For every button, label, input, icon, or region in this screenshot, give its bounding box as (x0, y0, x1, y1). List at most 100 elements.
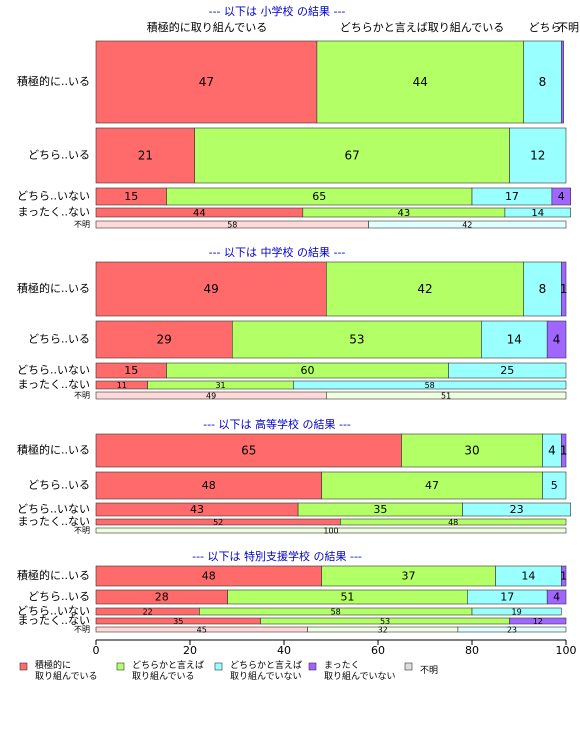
column-header: 積極的に取り組んでいる (147, 20, 267, 34)
legend-label-line: どちらかと言えば (230, 659, 302, 671)
data-label: 8 (539, 75, 547, 89)
bar-segment (194, 127, 510, 184)
data-label: 30 (464, 444, 479, 458)
row-label: どちら..いる (28, 479, 90, 492)
legend-label-line: 取り組んでいる (132, 670, 195, 682)
legend-label-line: 不明 (420, 665, 438, 676)
data-label: 12 (530, 149, 545, 163)
data-label: 48 (448, 518, 458, 527)
panel-title: --- 以下は 特別支援学校 の結果 --- (192, 549, 362, 563)
data-label: 5 (551, 479, 558, 492)
legend-label-line: 取り組んでいない (324, 670, 396, 682)
data-label: 22 (143, 608, 153, 617)
data-label: 47 (199, 75, 214, 89)
data-label: 14 (531, 208, 544, 219)
row-label: 不明 (74, 220, 90, 229)
legend-swatch (214, 662, 223, 671)
data-label: 45 (197, 626, 207, 635)
data-label: 28 (155, 591, 169, 604)
data-label: 32 (378, 626, 388, 635)
bar-segment (325, 391, 567, 400)
data-label: 43 (397, 208, 410, 219)
data-label: 11 (117, 381, 127, 390)
data-label: 53 (380, 617, 390, 626)
data-label: 1 (560, 282, 568, 296)
bar-segment (95, 527, 567, 534)
data-label: 23 (507, 626, 517, 635)
bar-segment (462, 502, 572, 517)
row-label: 積極的に..いる (17, 568, 90, 582)
data-label: 4 (553, 591, 560, 604)
data-label: 21 (138, 149, 153, 163)
x-tick-label: 20 (183, 644, 197, 657)
data-label: 100 (323, 527, 338, 536)
data-label: 60 (301, 364, 315, 377)
bar-segment (293, 380, 567, 390)
data-label: 15 (124, 190, 138, 203)
bar-segment (325, 261, 524, 317)
data-label: 58 (227, 221, 237, 230)
row-label: どちら..いない (17, 190, 90, 203)
row-label: 不明 (74, 391, 90, 400)
column-header: 不明 (557, 21, 579, 34)
data-label: 51 (340, 591, 354, 604)
legend-label-line: 取り組んでいない (230, 670, 302, 682)
x-tick-label: 40 (277, 644, 291, 657)
data-label: 42 (417, 282, 432, 296)
panel-title: --- 以下は 中学校 の結果 --- (209, 245, 346, 259)
bar-segment (551, 187, 572, 206)
bar-segment (560, 565, 567, 587)
data-label: 23 (510, 503, 524, 516)
bar-segment (481, 320, 548, 359)
legend-swatch (19, 662, 28, 671)
column-header: どちら (529, 21, 562, 34)
legend-label-line: 積極的に (35, 659, 71, 671)
panel-title: --- 以下は 小学校 の結果 --- (209, 4, 346, 18)
bar-segment (232, 320, 482, 359)
data-label: 15 (124, 364, 138, 377)
column-header: どちらかと言えば取り組んでいる (340, 21, 504, 34)
data-label: 25 (500, 364, 514, 377)
bar-segment (321, 471, 543, 500)
legend-swatch (404, 662, 413, 671)
data-label: 49 (204, 282, 219, 296)
data-label: 8 (539, 282, 547, 296)
data-label: 58 (425, 381, 435, 390)
bar-segment (504, 207, 571, 218)
data-label: 67 (345, 149, 360, 163)
data-label: 19 (512, 608, 522, 617)
row-label: どちら..いない (17, 503, 90, 516)
bar-segment (546, 320, 567, 359)
bar-segment (368, 220, 567, 229)
data-label: 48 (202, 479, 216, 492)
legend-swatch (308, 662, 317, 671)
row-label: まったく..ない (17, 378, 90, 391)
bar-segment (560, 40, 564, 124)
data-label: 44 (413, 75, 428, 89)
data-label: 4 (548, 444, 556, 458)
data-label: 65 (312, 190, 326, 203)
bar-segment (560, 261, 567, 317)
bar-segment (95, 433, 402, 468)
data-label: 31 (215, 381, 225, 390)
data-label: 17 (500, 591, 514, 604)
row-label: どちら..いない (17, 364, 90, 377)
bar-segment (340, 518, 567, 526)
legend-label: 積極的に取り組んでいる (35, 659, 98, 682)
x-tick-label: 0 (93, 644, 100, 657)
data-label: 37 (402, 570, 416, 583)
bar-segment (95, 261, 327, 317)
data-label: 1 (560, 444, 568, 458)
data-label: 58 (331, 608, 341, 617)
legend-label-line: 取り組んでいる (35, 670, 98, 682)
row-label: どちら..いる (28, 590, 90, 603)
bar-segment (95, 320, 233, 359)
data-label: 51 (441, 392, 451, 401)
data-label: 48 (202, 570, 216, 583)
bar-segment (316, 40, 524, 124)
legend-label: どちらかと言えば取り組んでいない (230, 659, 302, 682)
data-label: 42 (462, 221, 472, 230)
row-label: 積極的に..いる (17, 74, 90, 88)
row-label: 不明 (74, 625, 90, 634)
data-label: 29 (157, 333, 172, 347)
